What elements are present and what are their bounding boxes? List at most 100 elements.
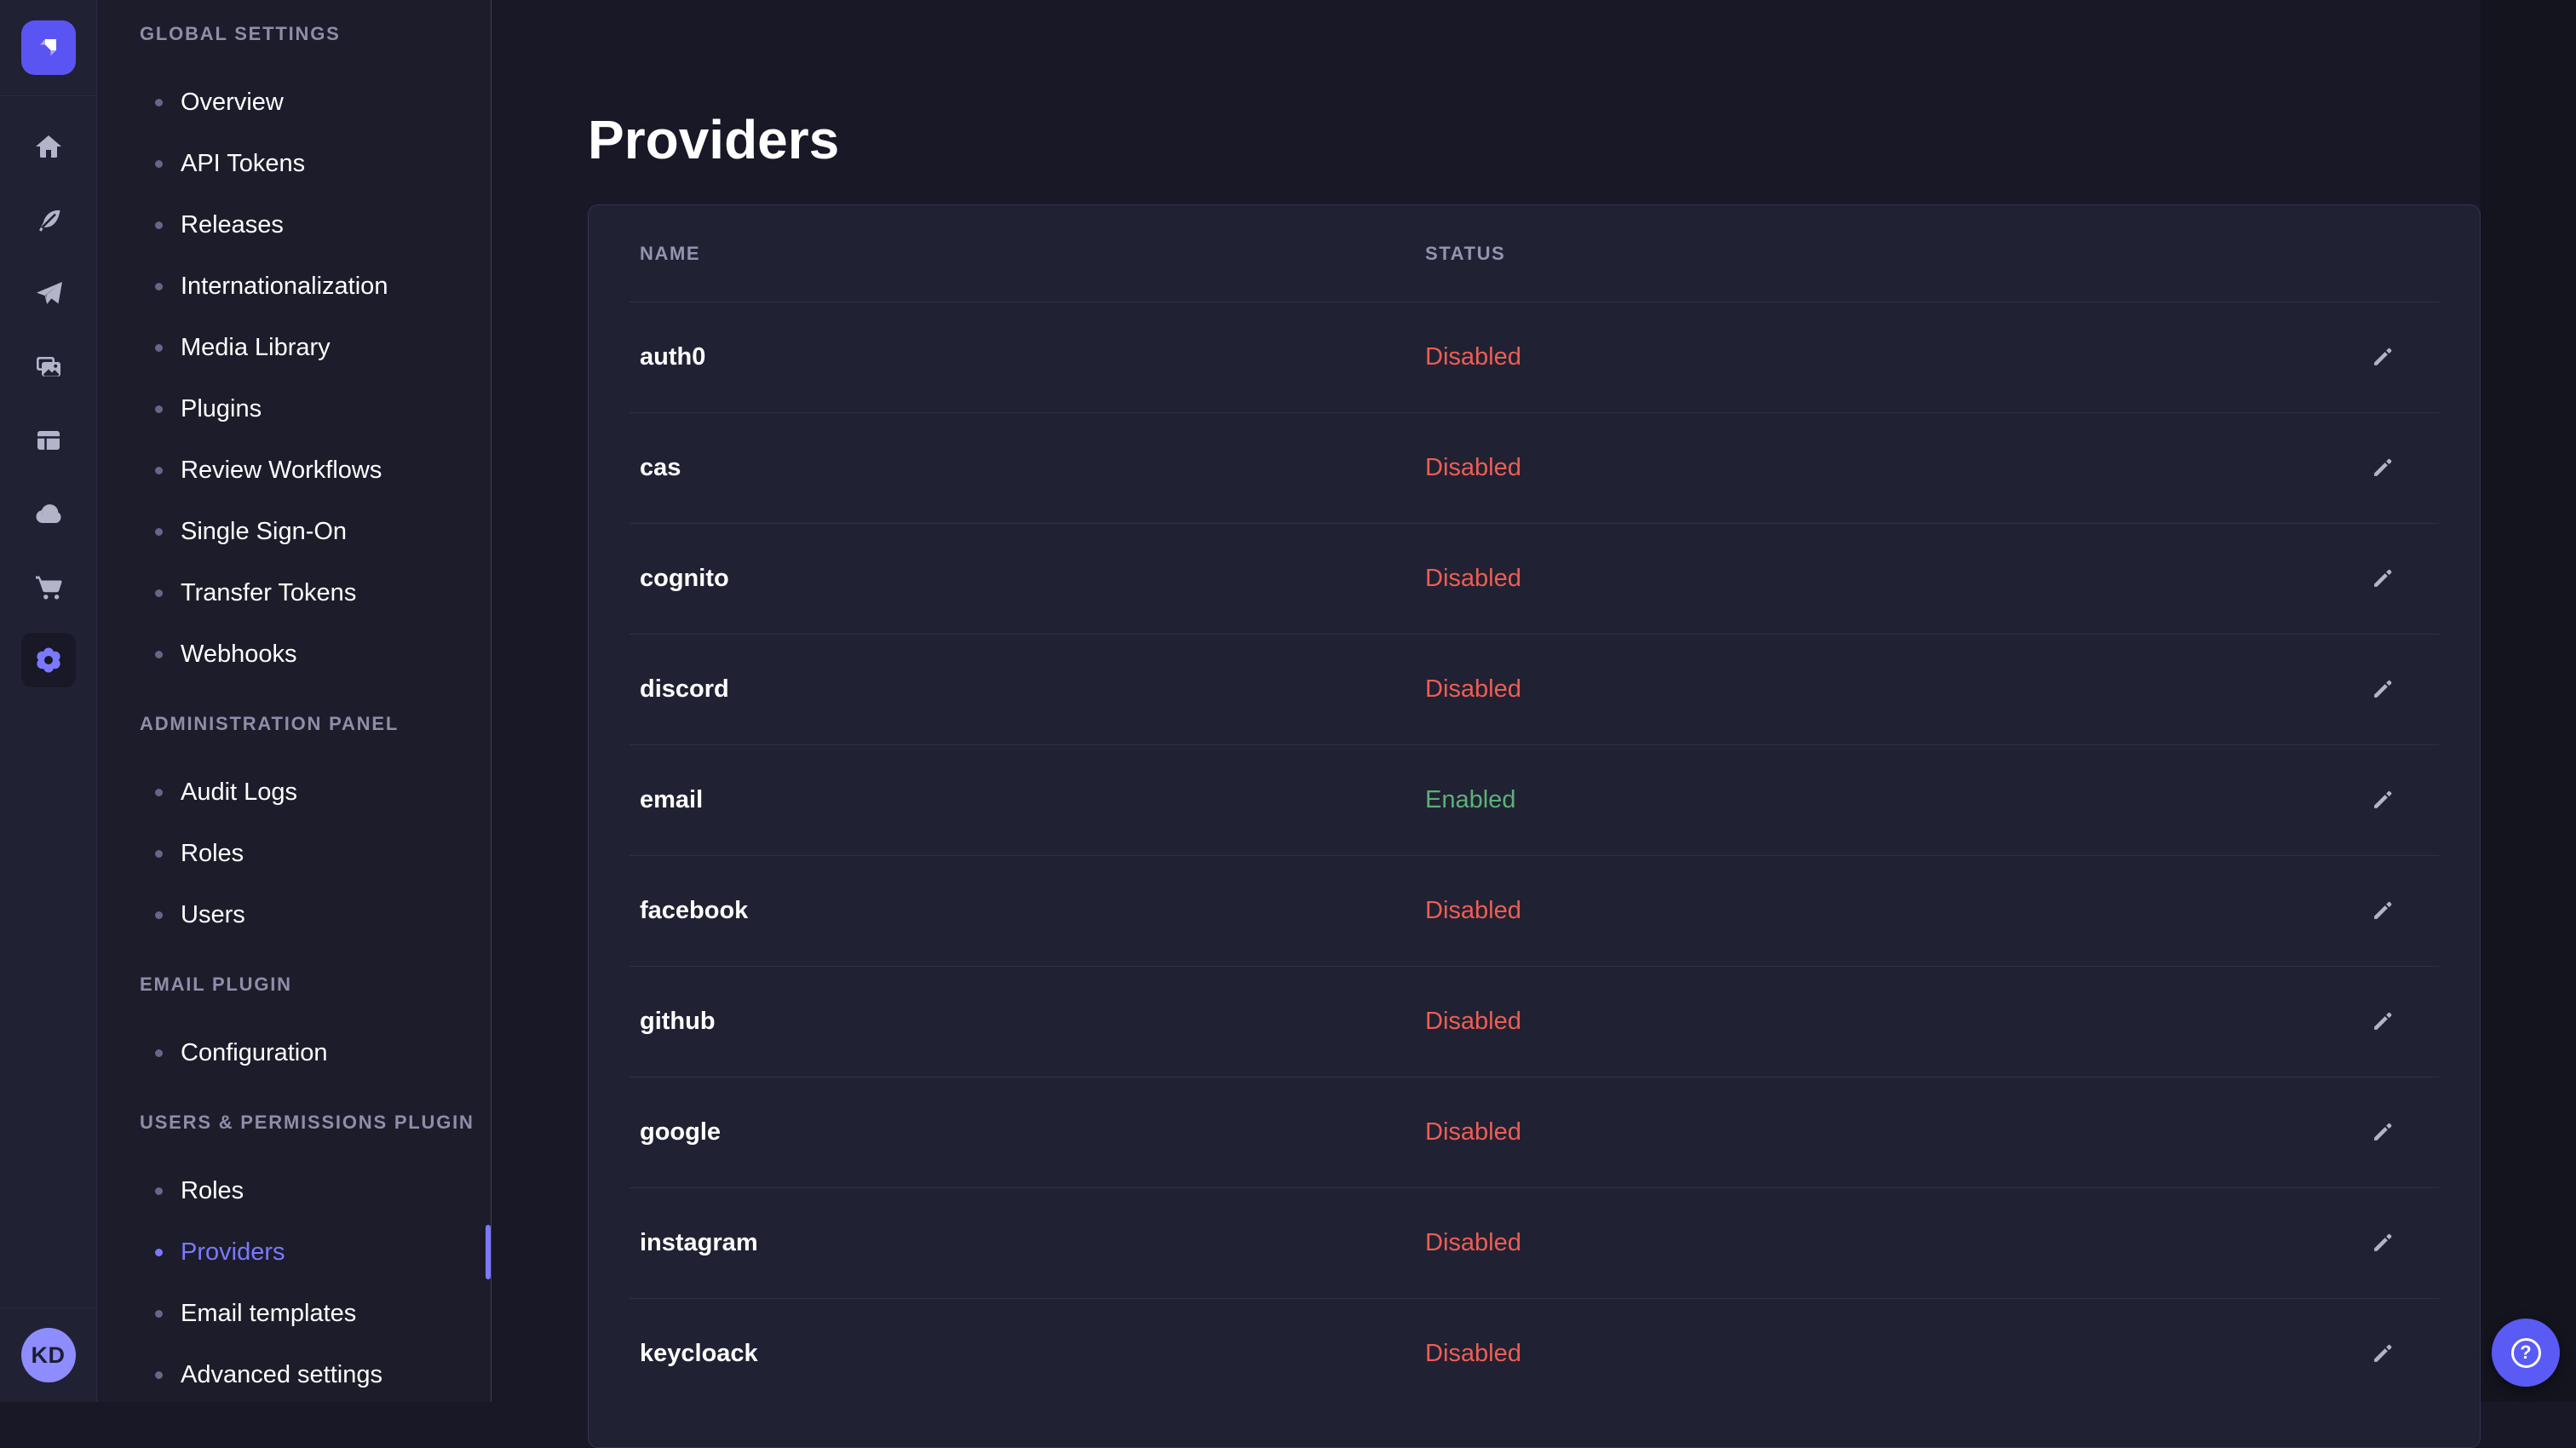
pencil-icon	[2374, 1233, 2392, 1251]
table-row[interactable]: cognito Disabled	[589, 523, 2480, 634]
settings-subnav: GLOBAL SETTINGS Overview API Tokens Release…	[97, 0, 492, 1402]
sidebar-item-roles[interactable]: Roles	[97, 1160, 491, 1221]
sidebar-item-label: Internationalization	[181, 272, 388, 300]
bullet-icon	[155, 343, 163, 352]
nav-section-label: USERS & PERMISSIONS PLUGIN	[140, 1112, 474, 1133]
provider-status-cell: Disabled	[1425, 564, 1521, 592]
edit-provider-button[interactable]	[2364, 1224, 2401, 1261]
pencil-icon	[2374, 1012, 2392, 1030]
strapi-logo-icon[interactable]	[20, 20, 76, 75]
edit-provider-button[interactable]	[2364, 338, 2401, 376]
provider-name-cell: auth0	[640, 342, 706, 371]
media-library-icon[interactable]	[21, 340, 76, 394]
provider-name-cell: github	[640, 1007, 716, 1035]
bullet-icon	[155, 650, 163, 658]
edit-provider-button[interactable]	[2364, 449, 2401, 486]
sidebar-item-audit-logs[interactable]: Audit Logs	[97, 761, 491, 823]
provider-actions-cell	[2364, 781, 2480, 819]
provider-status-cell: Disabled	[1425, 342, 1521, 371]
provider-name-cell: discord	[640, 675, 729, 703]
bullet-icon	[155, 282, 163, 290]
provider-name-cell: cognito	[640, 564, 729, 592]
edit-provider-button[interactable]	[2364, 1003, 2401, 1040]
provider-status-cell: Disabled	[1425, 1118, 1521, 1146]
help-button[interactable]: ?	[2492, 1319, 2560, 1387]
bullet-icon	[155, 527, 163, 536]
bullet-icon	[155, 221, 163, 229]
sidebar-item-internationalization[interactable]: Internationalization	[97, 256, 491, 317]
sidebar-item-users[interactable]: Users	[97, 884, 491, 945]
table-row[interactable]: facebook Disabled	[589, 855, 2480, 966]
sidebar-item-label: API Tokens	[181, 149, 306, 177]
bullet-icon	[155, 1309, 163, 1318]
edit-provider-button[interactable]	[2364, 892, 2401, 929]
provider-actions-cell	[2364, 1335, 2480, 1372]
bullet-icon	[155, 911, 163, 919]
edit-provider-button[interactable]	[2364, 560, 2401, 597]
column-header-status: STATUS	[1425, 242, 1506, 264]
bullet-icon	[155, 405, 163, 413]
workspace-rail: KD	[0, 0, 97, 1402]
sidebar-item-webhooks[interactable]: Webhooks	[97, 623, 491, 685]
sidebar-item-label: Users	[181, 900, 245, 928]
table-row[interactable]: cas Disabled	[589, 412, 2480, 523]
bullet-icon	[155, 98, 163, 106]
avatar[interactable]: KD	[20, 1328, 76, 1382]
sidebar-item-plugins[interactable]: Plugins	[97, 378, 491, 440]
bullet-icon	[155, 589, 163, 597]
cloud-icon[interactable]	[21, 486, 76, 541]
nav-section-list: Audit Logs Roles Users	[97, 761, 491, 945]
sidebar-item-email-templates[interactable]: Email templates	[97, 1283, 491, 1344]
edit-provider-button[interactable]	[2364, 1113, 2401, 1151]
nav-section-list: Configuration	[97, 1022, 491, 1083]
nav-section-label: ADMINISTRATION PANEL	[140, 713, 400, 734]
sidebar-item-label: Roles	[181, 839, 244, 867]
paper-plane-icon[interactable]	[21, 267, 76, 321]
sidebar-item-roles[interactable]: Roles	[97, 823, 491, 884]
bullet-icon	[155, 1049, 163, 1057]
provider-status-cell: Enabled	[1425, 785, 1516, 813]
main-content: Providers NAME STATUS auth0 Disabled cas Dis…	[492, 0, 2576, 1448]
sidebar-item-releases[interactable]: Releases	[97, 194, 491, 256]
provider-actions-cell	[2364, 1003, 2480, 1040]
providers-table-card: NAME STATUS auth0 Disabled cas Disabled cogni…	[588, 204, 2481, 1448]
nav-section-list: Overview API Tokens Releases Internationali…	[97, 72, 491, 685]
edit-provider-button[interactable]	[2364, 1335, 2401, 1372]
table-row[interactable]: discord Disabled	[589, 634, 2480, 744]
sidebar-item-api-tokens[interactable]: API Tokens	[97, 133, 491, 194]
sidebar-item-label: Single Sign-On	[181, 517, 348, 545]
provider-status-cell: Disabled	[1425, 1007, 1521, 1035]
home-icon[interactable]	[21, 120, 76, 175]
pencil-icon	[2374, 680, 2392, 698]
question-mark-icon: ?	[2510, 1337, 2541, 1368]
sidebar-item-transfer-tokens[interactable]: Transfer Tokens	[97, 562, 491, 623]
provider-name-cell: cas	[640, 453, 681, 481]
sidebar-item-advanced-settings[interactable]: Advanced settings	[97, 1344, 491, 1402]
feather-icon[interactable]	[21, 193, 76, 248]
settings-gear-icon[interactable]	[20, 633, 76, 687]
sidebar-item-media-library[interactable]: Media Library	[97, 317, 491, 378]
table-row[interactable]: auth0 Disabled	[589, 302, 2480, 412]
edit-provider-button[interactable]	[2364, 781, 2401, 819]
content-manager-icon[interactable]	[21, 413, 76, 468]
strapi-logo-glyph	[39, 39, 56, 56]
table-row[interactable]: instagram Disabled	[589, 1187, 2480, 1298]
pencil-icon	[2374, 790, 2392, 808]
nav-section-label: EMAIL PLUGIN	[140, 974, 292, 995]
table-row[interactable]: email Enabled	[589, 744, 2480, 855]
marketplace-cart-icon[interactable]	[21, 560, 76, 614]
sidebar-item-single-sign-on[interactable]: Single Sign-On	[97, 501, 491, 562]
sidebar-item-providers[interactable]: Providers	[97, 1221, 491, 1283]
sidebar-item-label: Releases	[181, 210, 284, 238]
edit-provider-button[interactable]	[2364, 670, 2401, 708]
provider-name-cell: google	[640, 1118, 722, 1146]
provider-status-cell: Disabled	[1425, 453, 1521, 481]
sidebar-item-review-workflows[interactable]: Review Workflows	[97, 440, 491, 501]
table-row[interactable]: github Disabled	[589, 966, 2480, 1077]
table-body: auth0 Disabled cas Disabled cognito Disabled d…	[589, 302, 2480, 1409]
table-row[interactable]: keycloack Disabled	[589, 1298, 2480, 1409]
sidebar-item-configuration[interactable]: Configuration	[97, 1022, 491, 1083]
table-row[interactable]: google Disabled	[589, 1077, 2480, 1187]
sidebar-item-overview[interactable]: Overview	[97, 72, 491, 133]
provider-actions-cell	[2364, 560, 2480, 597]
